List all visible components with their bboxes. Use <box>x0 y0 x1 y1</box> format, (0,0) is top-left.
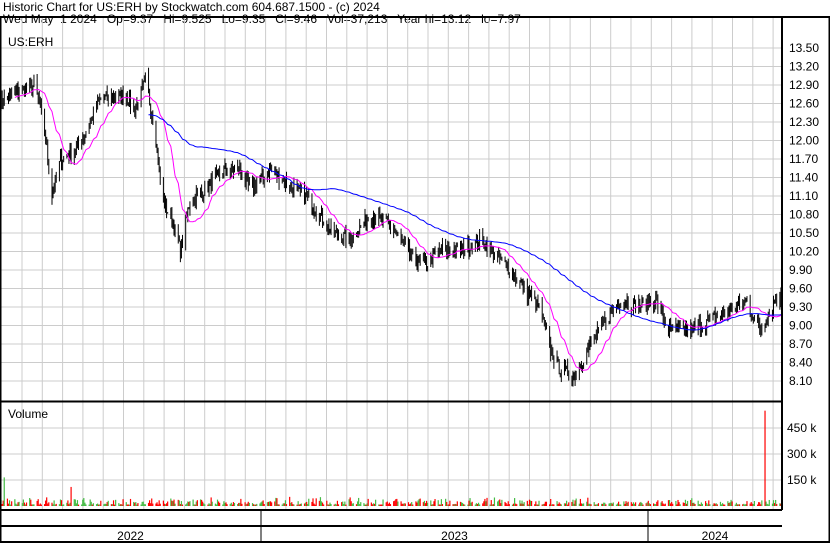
price-tick-label: 8.10 <box>789 374 813 388</box>
volume-tick-label: 450 k <box>787 421 817 435</box>
price-tick-label: 12.60 <box>789 97 819 111</box>
year-label: 2022 <box>117 529 144 543</box>
price-tick-label: 10.80 <box>789 208 819 222</box>
price-tick-label: 9.90 <box>789 263 813 277</box>
price-tick-label: 11.40 <box>789 171 818 185</box>
volume-label: Volume <box>8 407 48 421</box>
chart-frame <box>0 16 830 543</box>
price-tick-label: 12.30 <box>789 115 819 129</box>
quote-line: Wed May 1 2024 Op=9.37 Hi=9.525 Lo=9.35 … <box>3 12 521 26</box>
chart-title: Historic Chart for US:ERH by Stockwatch.… <box>3 0 380 14</box>
year-label: 2023 <box>441 529 468 543</box>
price-tick-label: 9.30 <box>789 300 813 314</box>
price-tick-label: 9.00 <box>789 319 813 333</box>
price-tick-label: 12.00 <box>789 134 819 148</box>
year-label: 2024 <box>702 529 729 543</box>
moving-average-short <box>14 88 783 371</box>
volume-tick-label: 300 k <box>787 447 817 461</box>
price-tick-label: 10.50 <box>789 226 819 240</box>
volume-tick-label: 150 k <box>787 473 817 487</box>
price-tick-label: 11.10 <box>789 189 818 203</box>
price-tick-label: 8.70 <box>789 337 813 351</box>
price-tick-label: 13.50 <box>789 41 819 55</box>
price-tick-label: 10.20 <box>789 245 819 259</box>
price-tick-label: 9.60 <box>789 282 813 296</box>
symbol-label: US:ERH <box>8 35 53 49</box>
price-tick-label: 8.40 <box>789 356 813 370</box>
moving-average-long <box>148 114 783 331</box>
price-tick-label: 12.90 <box>789 78 819 92</box>
price-tick-label: 13.20 <box>789 60 819 74</box>
price-tick-label: 11.70 <box>789 152 818 166</box>
